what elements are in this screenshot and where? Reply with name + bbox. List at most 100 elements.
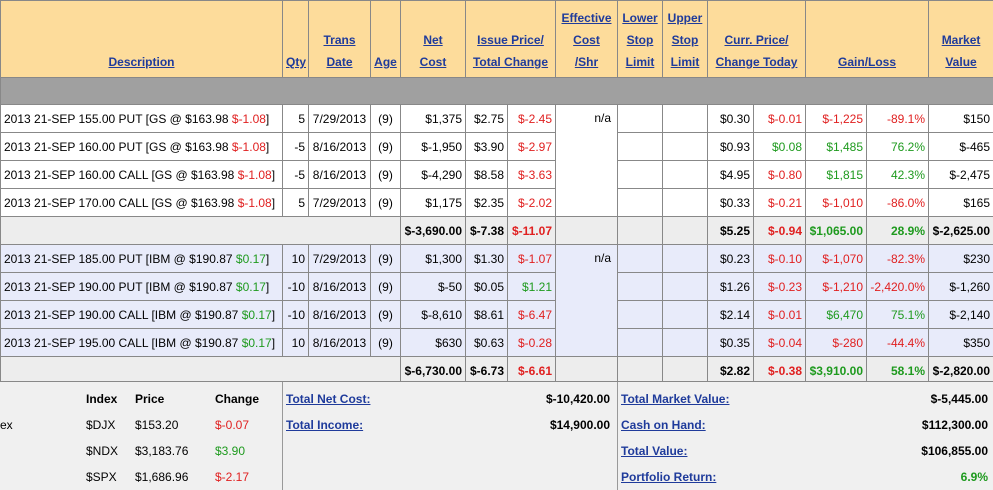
header-link[interactable]: Market (932, 29, 990, 51)
change-today: $-0.04 (754, 329, 806, 357)
header-link[interactable]: Lower (621, 7, 659, 29)
market-value: $-465 (929, 133, 993, 161)
description-text: ] (272, 336, 275, 350)
description: 2013 21-SEP 185.00 PUT [IBM @ $190.87 $0… (1, 245, 283, 273)
column-header: Qty (283, 1, 309, 78)
age: (9) (371, 105, 401, 133)
trans-date: 7/29/2013 (309, 105, 371, 133)
trans-date: 8/16/2013 (309, 133, 371, 161)
header-link[interactable]: Qty (286, 51, 305, 73)
issue-price: $8.61 (466, 301, 508, 329)
total-change: $1.21 (508, 273, 556, 301)
underlying-change: $0.17 (242, 308, 272, 322)
header-link[interactable]: Age (374, 51, 397, 73)
change-today: $-0.01 (754, 301, 806, 329)
total-label[interactable]: Total Income: (286, 417, 363, 433)
lower-stop (618, 161, 663, 189)
description-text: 2013 21-SEP 190.00 PUT [IBM @ $190.87 (4, 280, 236, 294)
gain-loss: $1,815 (806, 161, 867, 189)
issue-price: $2.75 (466, 105, 508, 133)
divider (617, 382, 618, 490)
header-link[interactable]: /Shr (559, 51, 614, 73)
net-cost: $630 (401, 329, 466, 357)
header-link[interactable]: Date (312, 51, 367, 73)
subtotal-row: $-3,690.00$-7.38$-11.07$5.25$-0.94$1,065… (1, 217, 993, 245)
position-row: 2013 21-SEP 160.00 CALL [GS @ $163.98 $-… (1, 161, 993, 189)
net-cost: $-8,610 (401, 301, 466, 329)
index-header: Price (135, 391, 164, 407)
gain-loss: $-1,210 (806, 273, 867, 301)
header-link[interactable]: Value (932, 51, 990, 73)
separator-row (1, 78, 993, 105)
description: 2013 21-SEP 195.00 CALL [IBM @ $190.87 $… (1, 329, 283, 357)
header-link[interactable]: Upper (666, 7, 704, 29)
total-change: $-2.02 (508, 189, 556, 217)
description-text: ] (272, 308, 275, 322)
description-text: 2013 21-SEP 160.00 CALL [GS @ $163.98 (4, 168, 238, 182)
index-change: $3.90 (215, 443, 245, 459)
issue-price: $2.35 (466, 189, 508, 217)
total-label[interactable]: Total Value: (621, 443, 687, 459)
header-link[interactable]: Trans (312, 29, 367, 51)
lower-stop (618, 189, 663, 217)
age: (9) (371, 245, 401, 273)
net-cost: $1,300 (401, 245, 466, 273)
index-symbol: $NDX (86, 443, 118, 459)
header-link[interactable]: Limit (621, 51, 659, 73)
total-label[interactable]: Total Market Value: (621, 391, 729, 407)
description-text: 2013 21-SEP 155.00 PUT [GS @ $163.98 (4, 112, 232, 126)
header-link[interactable]: Change Today (711, 51, 802, 73)
age: (9) (371, 189, 401, 217)
gain-loss: $6,470 (806, 301, 867, 329)
header-link[interactable]: Net (404, 29, 462, 51)
header-link[interactable]: Cost (404, 51, 462, 73)
blank (1, 217, 401, 245)
header-link[interactable]: Cost (559, 29, 614, 51)
total-label[interactable]: Cash on Hand: (621, 417, 706, 433)
curr-price: $1.26 (708, 273, 754, 301)
underlying-change: $-1.08 (232, 112, 266, 126)
underlying-change: $-1.08 (232, 140, 266, 154)
qty: -5 (283, 161, 309, 189)
upper-stop (663, 273, 708, 301)
change-today: $-0.10 (754, 245, 806, 273)
header-link[interactable]: Limit (666, 51, 704, 73)
position-row: 2013 21-SEP 155.00 PUT [GS @ $163.98 $-1… (1, 105, 993, 133)
gain-pct: 75.1% (867, 301, 929, 329)
underlying-change: $0.17 (242, 336, 272, 350)
header-link[interactable]: Issue Price/ (469, 29, 552, 51)
total-label[interactable]: Portfolio Return: (621, 469, 716, 485)
header-link[interactable]: Gain/Loss (809, 51, 925, 73)
gain-loss: $-1,225 (806, 105, 867, 133)
curr-price: $0.30 (708, 105, 754, 133)
description-text: ] (266, 252, 269, 266)
header-link[interactable]: Stop (621, 29, 659, 51)
header-link[interactable]: Effective (559, 7, 614, 29)
total-label[interactable]: Total Net Cost: (286, 391, 370, 407)
curr-price: $2.14 (708, 301, 754, 329)
curr-price: $0.23 (708, 245, 754, 273)
total-value: $-5,445.00 (931, 391, 988, 407)
header-link[interactable]: Curr. Price/ (711, 29, 802, 51)
subtotal-curr-price: $5.25 (708, 217, 754, 245)
qty: 10 (283, 245, 309, 273)
description: 2013 21-SEP 160.00 PUT [GS @ $163.98 $-1… (1, 133, 283, 161)
blank (663, 217, 708, 245)
subtotal-gain-loss: $1,065.00 (806, 217, 867, 245)
column-header: Curr. Price/Change Today (708, 1, 806, 78)
total-value: 6.9% (961, 469, 988, 485)
blank (556, 217, 618, 245)
issue-price: $8.58 (466, 161, 508, 189)
header-link[interactable]: Stop (666, 29, 704, 51)
gain-pct: 76.2% (867, 133, 929, 161)
total-value: $106,855.00 (921, 443, 988, 459)
index-header: Change (215, 391, 259, 407)
header-link[interactable]: Total Change (469, 51, 552, 73)
header-link[interactable]: Description (4, 51, 279, 73)
curr-price: $0.35 (708, 329, 754, 357)
